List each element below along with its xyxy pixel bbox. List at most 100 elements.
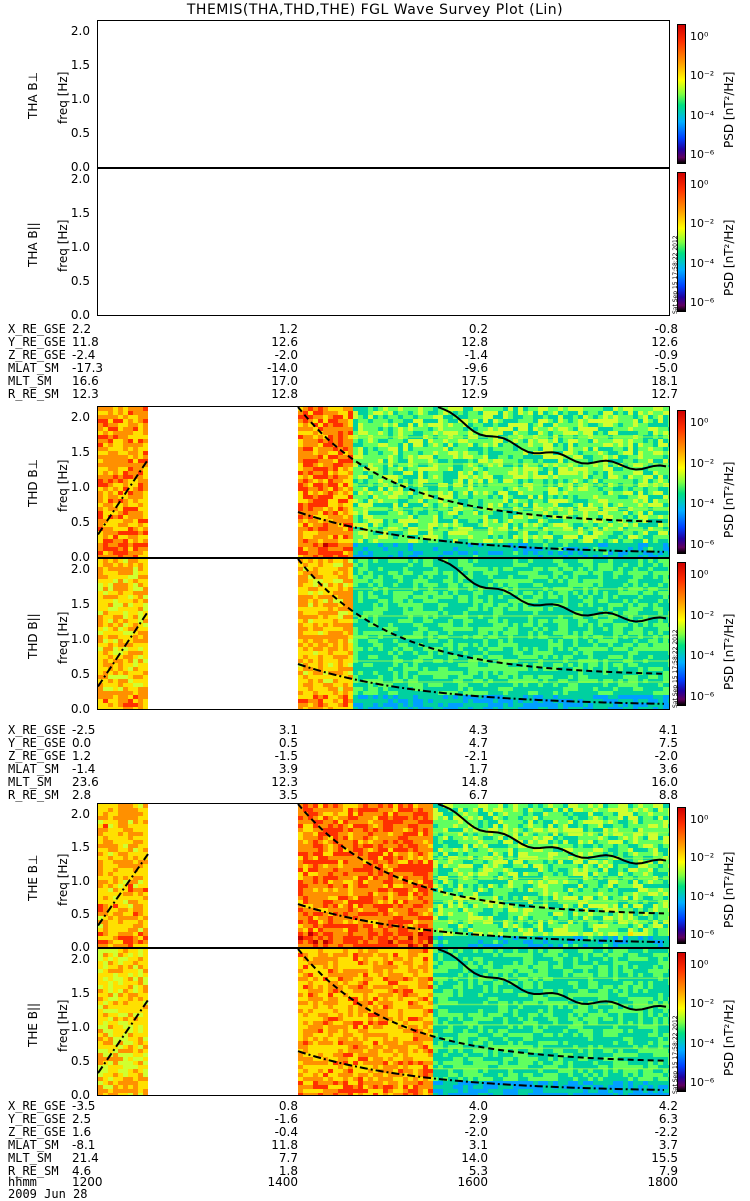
psd-cell — [598, 431, 603, 435]
psd-cell — [413, 455, 418, 459]
psd-cell — [383, 643, 388, 647]
psd-cell — [353, 651, 358, 655]
panel-unit-label: freq [Hz] — [56, 460, 70, 512]
psd-cell — [303, 671, 308, 675]
psd-cell — [118, 571, 123, 575]
psd-cell — [348, 423, 353, 427]
psd-cell — [403, 563, 408, 567]
psd-cell — [323, 579, 328, 583]
psd-cell — [668, 479, 669, 483]
psd-cell — [103, 487, 108, 491]
psd-cell — [428, 467, 433, 471]
psd-cell — [368, 595, 373, 599]
psd-cell — [363, 647, 368, 651]
psd-cell — [323, 559, 328, 563]
psd-cell — [583, 487, 588, 491]
psd-cell — [543, 455, 548, 459]
psd-cell — [398, 539, 403, 543]
psd-cell — [108, 503, 113, 507]
psd-cell — [423, 603, 428, 607]
psd-cell — [648, 471, 653, 475]
psd-cell — [348, 539, 353, 543]
psd-cell — [458, 443, 463, 447]
psd-cell — [573, 471, 578, 475]
psd-cell — [418, 515, 423, 519]
psd-cell — [318, 659, 323, 663]
psd-cell — [343, 695, 348, 699]
psd-cell — [558, 491, 563, 495]
psd-cell — [613, 539, 618, 543]
psd-cell — [623, 451, 628, 455]
psd-cell — [613, 475, 618, 479]
psd-cell — [663, 439, 668, 443]
psd-cell — [123, 443, 128, 447]
psd-cell — [438, 595, 443, 599]
psd-cell — [423, 451, 428, 455]
psd-cell — [123, 579, 128, 583]
psd-cell — [108, 487, 113, 491]
psd-cell — [373, 467, 378, 471]
psd-cell — [123, 455, 128, 459]
psd-cell — [403, 667, 408, 671]
psd-cell — [118, 467, 123, 471]
psd-cell — [668, 523, 669, 527]
psd-cell — [378, 555, 383, 557]
psd-cell — [483, 459, 488, 463]
psd-cell — [143, 555, 148, 557]
psd-cell — [573, 419, 578, 423]
psd-cell — [103, 483, 108, 487]
psd-cell — [333, 495, 338, 499]
psd-cell — [118, 535, 123, 539]
psd-cell — [388, 603, 393, 607]
psd-cell — [353, 455, 358, 459]
psd-cell — [628, 555, 633, 557]
psd-cell — [453, 579, 458, 583]
psd-cell — [348, 515, 353, 519]
psd-cell — [533, 531, 538, 535]
psd-cell — [633, 487, 638, 491]
psd-cell — [298, 595, 303, 599]
psd-cell — [553, 539, 558, 543]
psd-cell — [298, 671, 303, 675]
psd-cell — [303, 551, 308, 555]
psd-cell — [403, 431, 408, 435]
psd-cell — [653, 531, 658, 535]
psd-cell — [358, 519, 363, 523]
psd-cell — [133, 671, 138, 675]
psd-cell — [393, 411, 398, 415]
psd-cell — [473, 547, 478, 551]
psd-cell — [463, 651, 468, 655]
psd-cell — [103, 599, 108, 603]
psd-cell — [623, 555, 628, 557]
psd-cell — [538, 415, 543, 419]
psd-cell — [98, 703, 103, 707]
psd-cell — [578, 543, 583, 547]
psd-cell — [128, 479, 133, 483]
psd-cell — [658, 443, 663, 447]
psd-cell — [638, 431, 643, 435]
psd-cell — [448, 631, 453, 635]
psd-cell — [643, 495, 648, 499]
psd-cell — [438, 451, 443, 455]
psd-cell — [123, 583, 128, 587]
psd-cell — [478, 519, 483, 523]
psd-cell — [413, 691, 418, 695]
psd-cell — [563, 459, 568, 463]
psd-cell — [438, 671, 443, 675]
psd-cell — [618, 427, 623, 431]
psd-cell — [553, 415, 558, 419]
psd-cell — [493, 407, 498, 411]
psd-cell — [358, 591, 363, 595]
psd-cell — [318, 547, 323, 551]
psd-cell — [128, 595, 133, 599]
psd-cell — [363, 427, 368, 431]
psd-cell — [98, 411, 103, 415]
psd-cell — [393, 627, 398, 631]
psd-cell — [468, 663, 473, 667]
psd-cell — [403, 691, 408, 695]
psd-cell — [553, 503, 558, 507]
psd-cell — [373, 695, 378, 699]
psd-cell — [388, 579, 393, 583]
psd-cell — [353, 487, 358, 491]
psd-cell — [298, 619, 303, 623]
